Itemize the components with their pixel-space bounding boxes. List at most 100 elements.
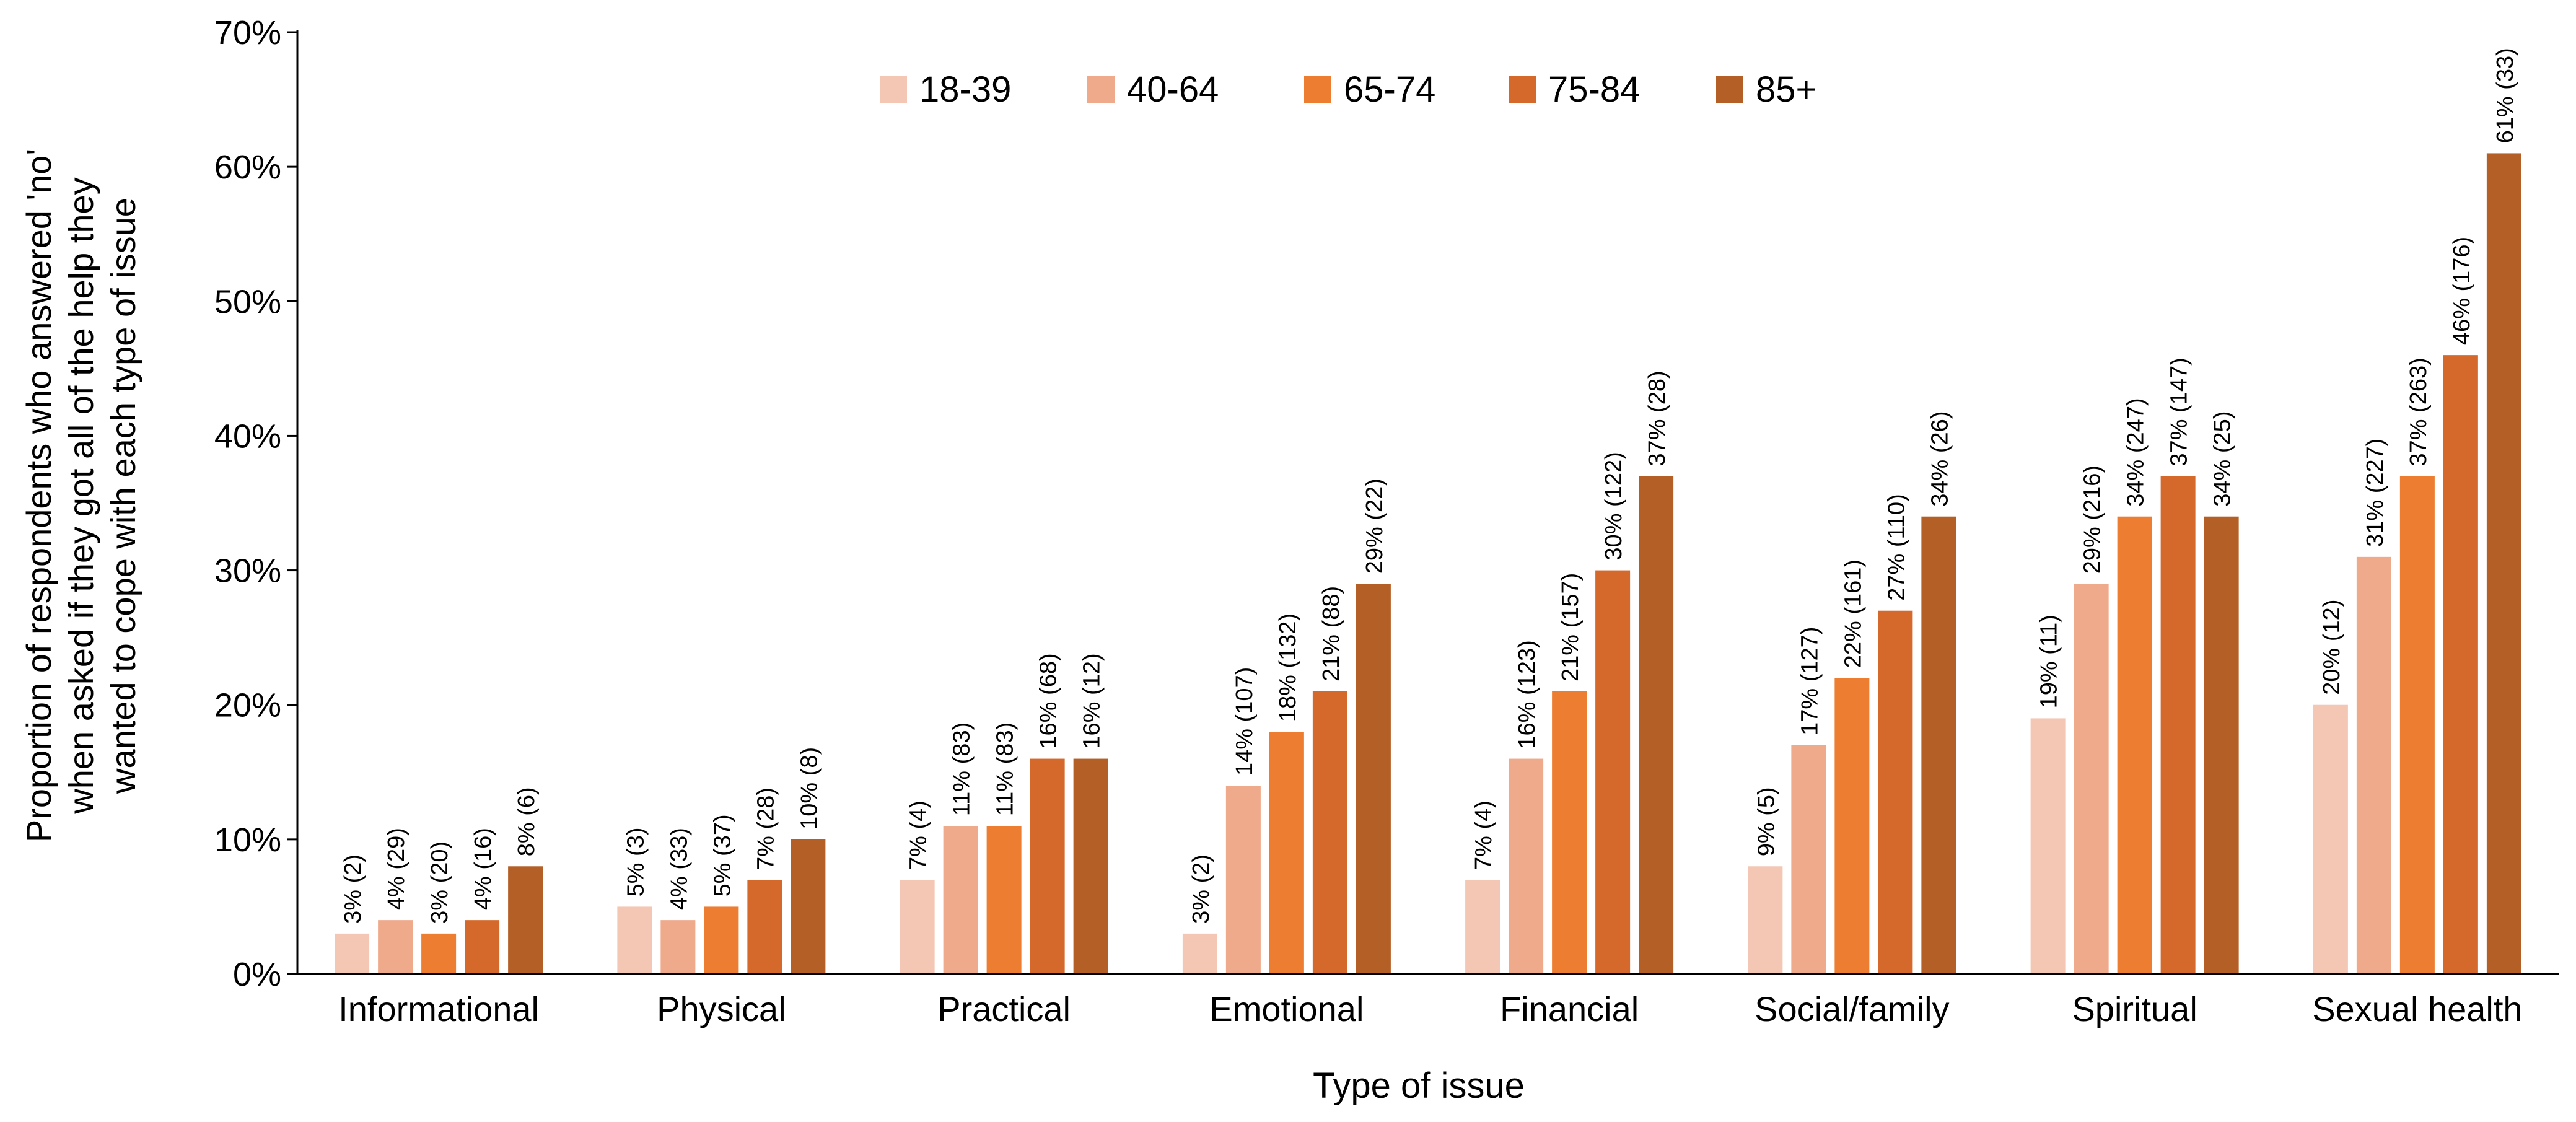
y-axis-title-line: wanted to cope with each type of issue (103, 198, 142, 794)
bar (1552, 691, 1587, 974)
bar (1465, 880, 1500, 974)
bar-label: 34% (26) (1927, 411, 1953, 507)
bar (421, 933, 457, 974)
bar (2399, 476, 2435, 974)
bar (986, 826, 1022, 974)
bar (747, 880, 782, 974)
legend-label: 40-64 (1127, 69, 1219, 110)
bar (465, 920, 500, 974)
x-tick-label: Practical (937, 989, 1071, 1028)
x-tick-label: Financial (1500, 989, 1639, 1028)
bar (660, 920, 696, 974)
legend-swatch (1716, 76, 1743, 103)
bar (2356, 556, 2391, 974)
bar-label: 4% (33) (666, 828, 692, 910)
bar (508, 866, 543, 974)
y-tick-label: 20% (214, 687, 281, 724)
axes (296, 30, 2559, 975)
y-axis-title-line: when asked if they got all of the help t… (61, 177, 100, 814)
y-tick-label: 10% (214, 822, 281, 859)
bar-label: 3% (2) (1188, 854, 1214, 924)
bar-label: 16% (123) (1514, 640, 1540, 748)
bar (2160, 476, 2196, 974)
bar-label: 21% (157) (1557, 573, 1584, 682)
bar (943, 826, 978, 974)
bar-label: 7% (28) (753, 787, 779, 870)
bar (1030, 758, 1065, 974)
bar (704, 906, 739, 974)
legend-swatch (880, 76, 907, 103)
bar (617, 906, 652, 974)
bar (1312, 691, 1347, 974)
legend-label: 65-74 (1344, 69, 1435, 110)
y-tick-label: 50% (214, 283, 281, 320)
bar-label: 37% (263) (2406, 357, 2432, 466)
bar-label: 9% (5) (1753, 787, 1779, 856)
bar (791, 839, 826, 974)
bar (2486, 153, 2521, 974)
bar-label: 29% (22) (1362, 478, 1388, 574)
bar-label: 3% (2) (340, 854, 366, 924)
legend-swatch (1509, 76, 1536, 103)
bar (335, 933, 370, 974)
bar-label: 30% (122) (1601, 452, 1627, 560)
bars (335, 153, 2521, 974)
bar-label: 22% (161) (1840, 559, 1866, 668)
x-tick-label: Emotional (1209, 989, 1364, 1028)
y-tick-label: 0% (233, 956, 281, 993)
y-axis: 0% 10% 20% 30% 40% 50% 60% 70% (214, 14, 297, 993)
bar-label: 29% (216) (2080, 465, 2106, 574)
x-tick-label: Physical (657, 989, 786, 1028)
data-labels: 3% (2) 4% (29) 3% (20) 4% (16) 8% (6) 5% (3) 4… (340, 48, 2518, 924)
y-axis-title-line: Proportion of respondents who answered '… (19, 149, 58, 843)
x-axis-title: Type of issue (1313, 1066, 1525, 1106)
bar (1595, 570, 1631, 974)
bar-label: 16% (68) (1036, 653, 1062, 748)
bar-label: 61% (33) (2492, 48, 2518, 143)
x-tick-label: Informational (338, 989, 539, 1028)
bar-label: 19% (11) (2036, 615, 2062, 708)
bar (1791, 745, 1826, 974)
bar (2443, 355, 2478, 974)
bar-label: 4% (16) (470, 828, 496, 910)
bar (2204, 516, 2239, 974)
x-tick-label: Sexual health (2312, 989, 2522, 1028)
legend-swatch (1304, 76, 1331, 103)
bar-label: 27% (110) (1883, 494, 1909, 601)
bar (900, 880, 935, 974)
bar-label: 20% (12) (2319, 600, 2345, 695)
y-tick-label: 70% (214, 14, 281, 51)
bar-label: 34% (247) (2123, 398, 2149, 506)
bar-label: 37% (28) (1644, 370, 1670, 466)
bar (1073, 758, 1108, 974)
bar-label: 37% (147) (2166, 357, 2193, 466)
legend-swatch (1087, 76, 1115, 103)
bar-label: 17% (127) (1797, 627, 1823, 735)
bar (1639, 476, 1674, 974)
bar-label: 11% (83) (949, 722, 975, 816)
legend-label: 75-84 (1548, 69, 1640, 110)
bar (1878, 610, 1913, 974)
bar (1269, 732, 1304, 974)
bar-label: 18% (132) (1275, 613, 1301, 722)
bar (2313, 704, 2348, 974)
bar-label: 21% (88) (1318, 586, 1344, 682)
x-tick-label: Spiritual (2072, 989, 2197, 1028)
bar (1509, 758, 1544, 974)
bar-label: 31% (227) (2362, 439, 2388, 547)
bar-label: 5% (3) (623, 828, 649, 897)
bar (1356, 584, 1391, 974)
bar (2030, 718, 2066, 974)
x-tick-label: Social/family (1755, 989, 1949, 1028)
bar-label: 5% (37) (709, 814, 735, 896)
bar-label: 3% (20) (427, 841, 453, 924)
bar (1225, 786, 1261, 974)
bar-label: 7% (4) (1471, 800, 1497, 870)
bar-label: 10% (8) (796, 747, 822, 830)
bar-label: 34% (25) (2210, 411, 2236, 507)
bar (378, 920, 413, 974)
y-axis-title-text: Proportion of respondents who answered '… (19, 149, 142, 843)
y-tick-label: 40% (214, 418, 281, 455)
x-axis: Informational Physical Practical Emotional F… (338, 989, 2522, 1028)
